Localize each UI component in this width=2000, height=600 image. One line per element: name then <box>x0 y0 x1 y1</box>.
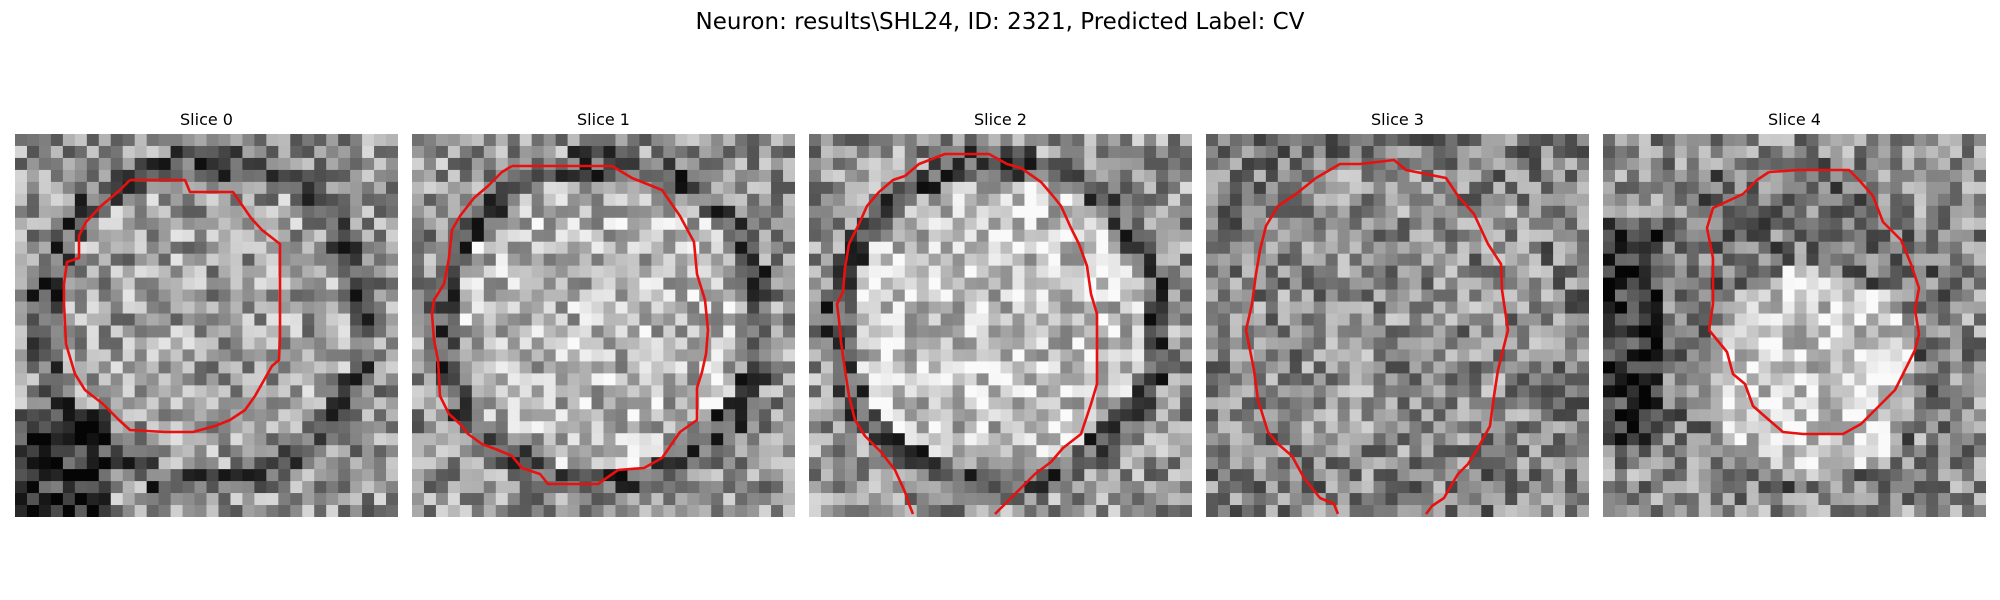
slice-panel: Slice 1 <box>412 108 795 517</box>
segmentation-contour <box>1244 162 1360 515</box>
slice-title: Slice 3 <box>1371 110 1424 129</box>
slice-image <box>1603 134 1986 517</box>
slice-title: Slice 4 <box>1768 110 1821 129</box>
slice-panel: Slice 3 <box>1206 108 1589 517</box>
slice-panel: Slice 4 <box>1603 108 1986 517</box>
slice-title: Slice 2 <box>974 110 1027 129</box>
slice-image <box>809 134 1192 517</box>
segmentation-contour <box>1359 158 1510 515</box>
slice-image <box>15 134 398 517</box>
slice-panel: Slice 2 <box>809 108 1192 517</box>
figure-title: Neuron: results\SHL24, ID: 2321, Predict… <box>695 9 1305 35</box>
segmentation-contour <box>1705 168 1921 436</box>
segmentation-contour <box>430 164 710 486</box>
segmentation-contour <box>904 152 1099 515</box>
slice-title: Slice 1 <box>577 110 630 129</box>
slice-panel: Slice 0 <box>15 108 398 517</box>
segmentation-contour <box>62 178 282 434</box>
segmentation-contour <box>835 174 915 515</box>
slice-image <box>1206 134 1589 517</box>
slice-image <box>412 134 795 517</box>
slice-title: Slice 0 <box>180 110 233 129</box>
